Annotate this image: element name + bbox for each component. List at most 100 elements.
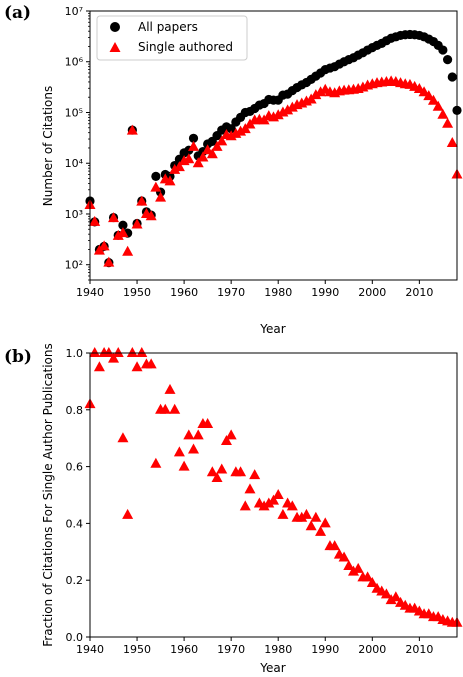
data-point-single-authored bbox=[211, 471, 223, 482]
x-tick-label: 2000 bbox=[358, 643, 386, 656]
data-point-all-papers bbox=[438, 45, 448, 55]
data-point-single-authored bbox=[442, 117, 454, 128]
data-point-single-authored bbox=[169, 163, 181, 174]
data-point-single-authored bbox=[98, 240, 110, 251]
x-tick-label: 1990 bbox=[311, 643, 339, 656]
data-point-single-authored bbox=[136, 347, 148, 357]
data-point-single-authored bbox=[385, 594, 397, 605]
data-point-single-authored bbox=[169, 403, 181, 414]
panel-a-plot-frame bbox=[89, 10, 458, 281]
data-point-single-authored bbox=[380, 588, 392, 599]
data-point-single-authored bbox=[150, 181, 162, 192]
data-point-single-authored bbox=[315, 525, 327, 536]
data-point-single-authored bbox=[282, 104, 294, 115]
data-point-single-authored bbox=[310, 89, 322, 100]
y-tick-label: 10² bbox=[65, 259, 83, 272]
data-point-single-authored bbox=[159, 403, 171, 414]
data-point-single-authored bbox=[164, 175, 176, 186]
data-point-single-authored bbox=[192, 429, 204, 440]
data-point-single-authored bbox=[366, 577, 378, 588]
data-point-single-authored bbox=[89, 347, 101, 357]
data-point-single-authored bbox=[131, 361, 143, 372]
data-point-single-authored bbox=[206, 148, 218, 159]
data-point-single-authored bbox=[93, 361, 105, 372]
panel-a-x-ticks: 1940 1950 1960 1970 1980 1990 2000 2010 bbox=[76, 280, 433, 299]
data-point-single-authored bbox=[272, 489, 284, 499]
panel-b-plot-frame bbox=[89, 352, 458, 638]
data-point-single-authored bbox=[347, 565, 359, 576]
data-point-single-authored bbox=[239, 500, 251, 511]
data-point-single-authored bbox=[211, 140, 223, 151]
x-tick-label: 1970 bbox=[217, 286, 245, 299]
data-point-single-authored bbox=[206, 466, 218, 477]
data-point-all-papers bbox=[118, 220, 128, 230]
data-point-single-authored bbox=[258, 500, 270, 511]
legend-label-single-authored: Single authored bbox=[138, 40, 233, 54]
data-point-single-authored bbox=[446, 137, 458, 148]
legend: All papers Single authored bbox=[96, 15, 248, 61]
data-point-single-authored bbox=[319, 517, 331, 528]
x-tick-label: 2010 bbox=[405, 286, 433, 299]
data-point-all-papers bbox=[447, 72, 457, 82]
data-point-single-authored bbox=[437, 108, 449, 119]
data-point-single-authored bbox=[89, 215, 101, 226]
data-point-single-authored bbox=[423, 90, 435, 101]
data-point-single-authored bbox=[173, 161, 185, 172]
data-point-single-authored bbox=[338, 551, 350, 562]
data-point-single-authored bbox=[131, 218, 143, 229]
data-point-single-authored bbox=[427, 94, 439, 105]
data-point-single-authored bbox=[173, 446, 185, 457]
data-point-single-authored bbox=[145, 210, 157, 221]
y-tick-label: 10⁴ bbox=[65, 157, 84, 170]
data-point-single-authored bbox=[164, 383, 176, 394]
data-point-single-authored bbox=[103, 256, 115, 267]
data-point-all-papers bbox=[226, 124, 236, 134]
data-point-single-authored bbox=[103, 347, 115, 357]
data-point-single-authored bbox=[202, 144, 214, 155]
data-point-single-authored bbox=[112, 229, 124, 240]
legend-label-all-papers: All papers bbox=[138, 20, 198, 34]
data-point-single-authored bbox=[432, 100, 444, 111]
panel-a-y-ticks: 10² 10³ 10⁴ 10⁵ 10⁶ 10⁷ bbox=[65, 5, 90, 281]
x-tick-label: 1980 bbox=[264, 643, 292, 656]
data-point-single-authored bbox=[268, 494, 279, 505]
data-point-single-authored bbox=[244, 483, 256, 494]
data-point-single-authored bbox=[225, 429, 237, 440]
panel-b: (b) 1940 1950 1960 1970 1980 1990 2000 2010 0.0… bbox=[4, 343, 463, 675]
y-tick-label: 0.8 bbox=[66, 404, 84, 417]
panel-a-label: (a) bbox=[4, 3, 31, 23]
panel-b-y-ticks: 0.0 0.2 0.4 0.6 0.8 1.0 bbox=[66, 347, 90, 644]
data-point-single-authored bbox=[329, 540, 341, 551]
data-point-single-authored bbox=[263, 497, 275, 508]
data-point-single-authored bbox=[155, 191, 167, 202]
data-point-single-authored bbox=[117, 432, 129, 443]
data-point-single-authored bbox=[188, 140, 200, 151]
data-point-single-authored bbox=[197, 151, 209, 162]
x-tick-label: 1960 bbox=[170, 643, 198, 656]
data-point-single-authored bbox=[216, 135, 228, 146]
data-point-single-authored bbox=[188, 443, 200, 454]
data-point-single-authored bbox=[352, 562, 364, 573]
data-point-single-authored bbox=[310, 511, 322, 522]
panel-a: (a) 1940 1950 1960 1970 1980 1990 2000 2010 10²… bbox=[4, 3, 463, 336]
data-point-single-authored bbox=[117, 227, 129, 238]
data-point-single-authored bbox=[249, 469, 261, 480]
data-point-single-authored bbox=[235, 466, 247, 477]
data-point-single-authored bbox=[122, 245, 134, 256]
y-tick-label: 0.2 bbox=[66, 574, 84, 587]
y-tick-label: 0.6 bbox=[66, 461, 84, 474]
data-point-single-authored bbox=[145, 358, 157, 369]
x-tick-label: 1940 bbox=[76, 286, 104, 299]
legend-marker-all-papers bbox=[110, 22, 120, 32]
x-tick-label: 2000 bbox=[358, 286, 386, 299]
panel-a-x-axis-label: Year bbox=[259, 322, 285, 336]
data-point-single-authored bbox=[150, 457, 162, 468]
data-point-single-authored bbox=[126, 124, 138, 135]
panel-b-label: (b) bbox=[4, 347, 32, 367]
data-point-single-authored bbox=[272, 109, 284, 120]
data-point-single-authored bbox=[300, 508, 312, 519]
data-point-single-authored bbox=[296, 511, 308, 522]
data-point-single-authored bbox=[126, 347, 138, 357]
panel-a-y-axis-label: Number of Citations bbox=[41, 86, 55, 206]
